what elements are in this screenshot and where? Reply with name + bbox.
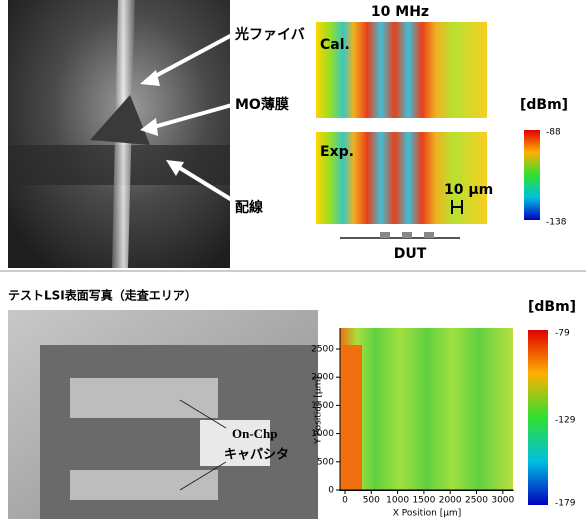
colorbar-unit: [dBm]: [520, 97, 568, 113]
dut-label: DUT: [394, 246, 427, 262]
map: [339, 328, 514, 491]
film: [90, 95, 150, 145]
x-tick-label: 500: [363, 496, 380, 506]
photo2-title: テストLSI表面写真（走査エリア）: [8, 288, 197, 303]
colorbar-label: -138: [546, 218, 567, 228]
y-tick-label: 500: [317, 457, 334, 467]
x-axis-label: X Position [µm]: [393, 509, 461, 519]
capacitor: [70, 470, 218, 500]
scale-label: 10 μm: [444, 182, 493, 198]
label-bg: [200, 420, 270, 466]
pointer: [179, 399, 227, 429]
x-tick-label: 1500: [412, 496, 435, 506]
label: MO薄膜: [235, 96, 289, 113]
label: キャパシタ: [224, 448, 289, 463]
colorbar-label: -129: [555, 416, 576, 426]
y-tick-label: 1500: [311, 401, 334, 411]
arrows: [140, 33, 234, 202]
heatmap-exp: [316, 132, 487, 224]
hot-region: [340, 345, 362, 490]
pointer: [179, 461, 227, 491]
y-tick-label: 1000: [311, 429, 334, 439]
capacitor: [70, 378, 218, 418]
colorbar-unit: [dBm]: [528, 299, 576, 315]
colorbar-label: -79: [555, 329, 570, 339]
x-tick-label: 3000: [491, 496, 514, 506]
x-tick-label: 1000: [386, 496, 409, 506]
y-tick-label: 0: [328, 486, 334, 496]
x-tick-label: 2000: [439, 496, 462, 506]
colorbar-label: -179: [555, 499, 576, 509]
panel-label: Cal.: [320, 37, 350, 53]
scale-bar: [451, 200, 463, 214]
y-tick-label: 2500: [311, 345, 334, 355]
label: 配線: [235, 199, 263, 216]
y-axis-label: Y Position [µm]: [314, 376, 324, 445]
x-axis: [339, 489, 514, 491]
x-tick-label: 2500: [465, 496, 488, 506]
sim-title: 10 MHz: [371, 4, 429, 20]
colorbar-label: -88: [546, 128, 561, 138]
heatmap-cal: [316, 22, 487, 118]
label: 光ファイバ: [234, 26, 305, 43]
map-image: [340, 328, 513, 490]
y-tick-label: 2000: [311, 373, 334, 383]
colorbar: [524, 130, 540, 220]
label: On-Chp: [232, 426, 278, 441]
colorbar: [528, 330, 548, 505]
panel-label: Exp.: [320, 144, 354, 160]
dut-pads: [380, 232, 434, 238]
x-tick-label: 0: [342, 496, 348, 506]
